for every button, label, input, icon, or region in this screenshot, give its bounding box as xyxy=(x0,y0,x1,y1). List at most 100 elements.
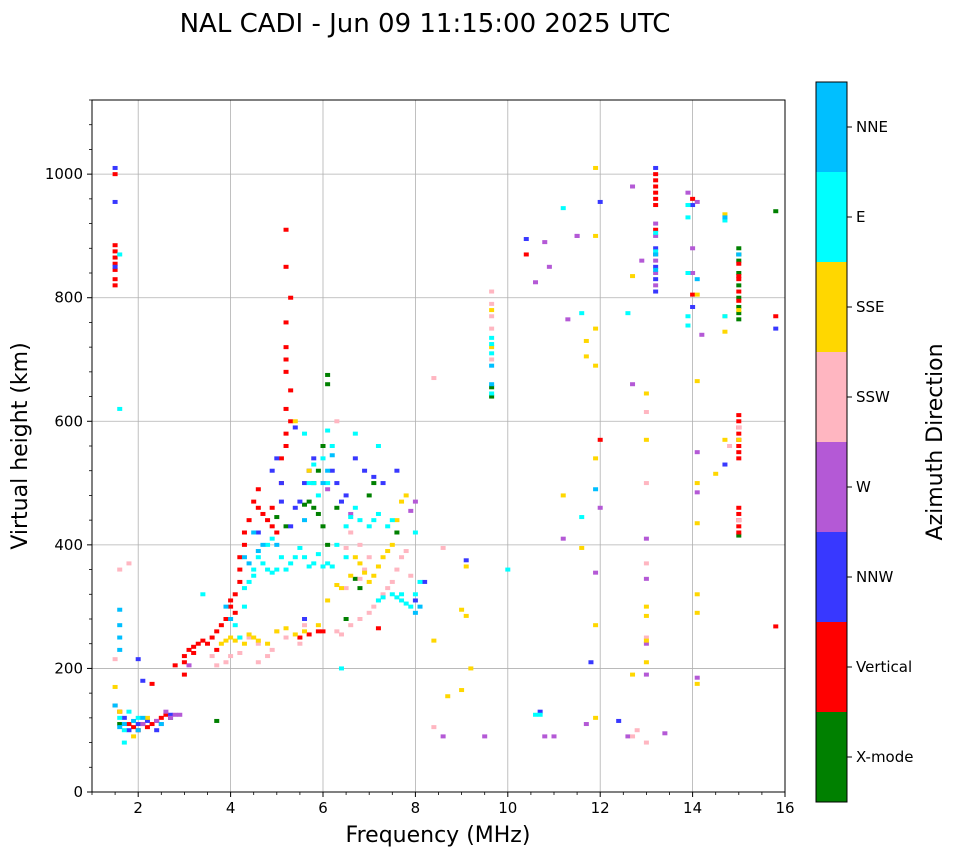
data-point xyxy=(579,311,585,316)
data-point xyxy=(121,722,127,727)
data-point xyxy=(260,511,266,516)
data-point xyxy=(329,444,335,448)
data-point xyxy=(297,635,303,640)
data-point xyxy=(653,227,659,232)
data-point xyxy=(643,481,649,486)
data-point xyxy=(283,369,289,374)
data-point xyxy=(246,632,252,637)
data-point xyxy=(334,542,340,547)
data-point xyxy=(362,567,368,572)
data-point xyxy=(255,530,261,535)
data-point xyxy=(643,561,649,566)
data-point xyxy=(653,258,659,263)
data-point xyxy=(537,712,543,717)
data-point xyxy=(653,249,659,254)
data-point xyxy=(366,493,372,498)
data-point xyxy=(653,190,659,195)
colorbar-tick-label: NNW xyxy=(856,568,893,586)
data-point xyxy=(135,657,141,662)
data-point xyxy=(149,722,155,727)
data-point xyxy=(653,252,659,257)
data-point xyxy=(736,283,742,288)
data-point xyxy=(630,274,636,279)
data-point xyxy=(112,277,118,282)
data-point xyxy=(228,617,234,621)
data-point xyxy=(489,308,495,313)
data-point xyxy=(643,391,649,396)
data-point xyxy=(343,524,349,529)
data-point xyxy=(325,487,331,492)
data-point xyxy=(269,647,275,652)
data-point xyxy=(112,165,118,170)
data-point xyxy=(195,641,201,646)
y-tick-label: 800 xyxy=(54,289,83,307)
data-point xyxy=(274,567,280,572)
data-point xyxy=(311,505,317,510)
data-point xyxy=(315,468,321,473)
data-point xyxy=(126,709,132,714)
data-point xyxy=(690,203,696,208)
data-point xyxy=(694,481,700,486)
data-point xyxy=(574,233,580,238)
data-point xyxy=(181,672,187,677)
data-point xyxy=(214,663,220,668)
data-point xyxy=(722,218,728,223)
x-tick-label: 16 xyxy=(775,799,794,817)
data-point xyxy=(489,385,495,390)
data-point xyxy=(773,209,779,214)
data-point xyxy=(251,635,257,640)
data-point xyxy=(320,629,326,634)
data-point xyxy=(362,570,368,575)
data-point xyxy=(278,555,284,560)
data-point xyxy=(736,289,742,294)
data-point xyxy=(223,638,229,643)
colorbar-segment xyxy=(816,622,847,712)
data-point xyxy=(542,240,548,245)
data-point xyxy=(722,212,728,217)
data-point xyxy=(112,267,118,272)
data-point xyxy=(181,660,187,665)
data-point xyxy=(630,184,636,189)
data-point xyxy=(292,419,298,424)
data-point xyxy=(112,283,118,288)
data-point xyxy=(653,184,659,189)
data-point xyxy=(283,567,289,572)
data-point xyxy=(228,604,234,609)
data-point xyxy=(412,610,418,615)
data-point xyxy=(302,518,308,523)
data-point xyxy=(338,499,344,504)
data-point xyxy=(237,567,243,572)
data-point xyxy=(223,617,229,621)
data-point xyxy=(241,530,247,535)
data-point xyxy=(117,725,123,730)
data-point xyxy=(320,444,326,448)
data-point xyxy=(315,493,321,498)
data-point xyxy=(690,271,696,275)
data-point xyxy=(283,357,289,362)
data-point xyxy=(690,196,696,201)
data-point xyxy=(112,264,118,269)
series-nnw xyxy=(112,165,779,733)
data-point xyxy=(311,462,317,467)
data-point xyxy=(251,573,257,578)
data-point xyxy=(773,326,779,331)
data-point xyxy=(643,613,649,618)
data-point xyxy=(241,604,247,609)
colorbar-tick-label: SSE xyxy=(856,298,885,316)
data-point xyxy=(274,629,280,634)
data-point xyxy=(283,444,289,448)
data-point xyxy=(288,419,294,424)
data-point xyxy=(394,567,400,572)
data-point xyxy=(288,295,294,300)
data-point xyxy=(399,555,405,560)
data-point xyxy=(489,357,495,362)
data-point xyxy=(560,536,566,541)
data-point xyxy=(265,542,271,547)
data-point xyxy=(653,172,659,177)
series-vertical xyxy=(112,172,779,733)
data-point xyxy=(288,388,294,393)
data-point xyxy=(329,468,335,473)
data-point xyxy=(343,586,349,591)
x-axis-label: Frequency (MHz) xyxy=(346,823,531,848)
data-point xyxy=(685,203,691,208)
